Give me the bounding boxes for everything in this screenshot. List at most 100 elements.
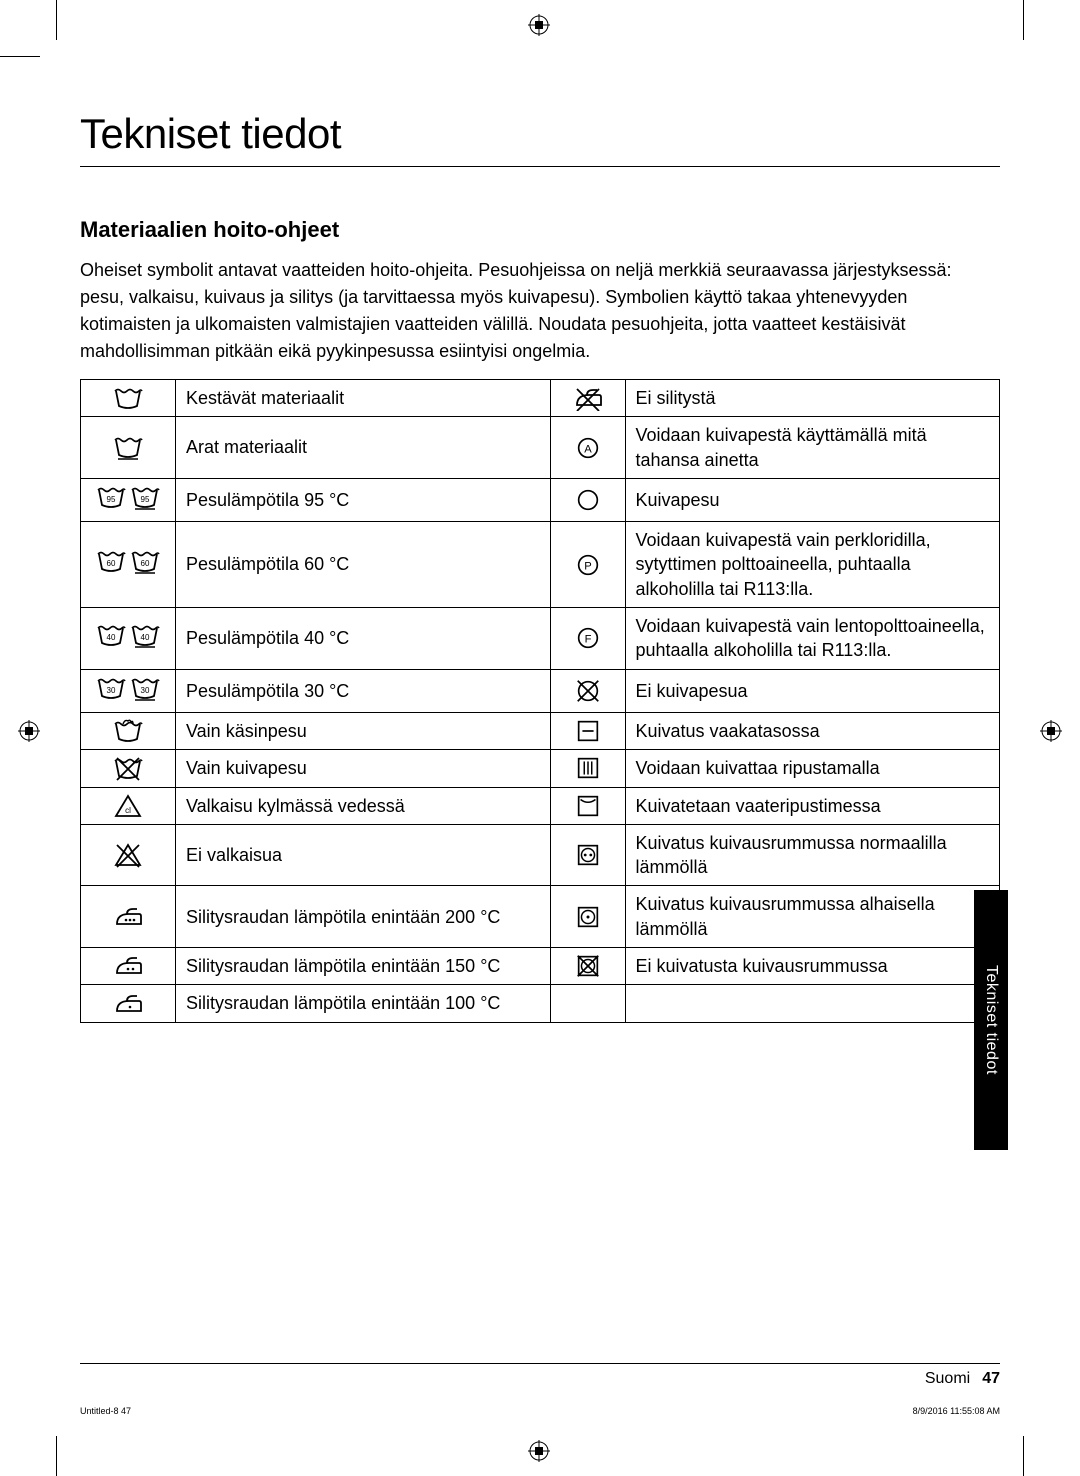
label-cell: Valkaisu kylmässä vedessä bbox=[176, 787, 551, 824]
table-row: Silitysraudan lämpötila enintään 150 °C … bbox=[81, 948, 1000, 985]
dryclean-p-icon: P bbox=[574, 551, 602, 579]
symbol-cell bbox=[550, 380, 625, 417]
wash-40-icon: 40 bbox=[96, 621, 126, 649]
table-row: 60 60 Pesulämpötila 60 °C P Voidaan kuiv… bbox=[81, 522, 1000, 608]
symbol-cell: P bbox=[550, 522, 625, 608]
wash-tub-delicate-icon bbox=[111, 433, 145, 463]
page-title: Tekniset tiedot bbox=[80, 110, 1000, 158]
label-cell: Kuivatetaan vaateripustimessa bbox=[625, 787, 1000, 824]
crop-guide bbox=[56, 1436, 57, 1476]
hand-wash-icon bbox=[111, 717, 145, 745]
svg-text:F: F bbox=[584, 634, 591, 646]
symbol-cell: 30 30 bbox=[81, 669, 176, 712]
label-cell: Pesulämpötila 95 °C bbox=[176, 478, 551, 521]
table-row: 40 40 Pesulämpötila 40 °C F Voidaan kuiv… bbox=[81, 608, 1000, 670]
symbol-cell bbox=[81, 824, 176, 886]
footer-page-number: 47 bbox=[982, 1370, 1000, 1388]
wash-60-delicate-icon: 60 bbox=[130, 547, 160, 577]
registration-mark-icon bbox=[528, 1440, 550, 1462]
no-iron-icon bbox=[571, 385, 605, 411]
svg-text:30: 30 bbox=[141, 686, 150, 695]
symbol-cell bbox=[81, 380, 176, 417]
svg-text:40: 40 bbox=[141, 633, 150, 642]
iron-medium-icon bbox=[108, 953, 148, 979]
label-cell: Vain käsinpesu bbox=[176, 712, 551, 749]
svg-text:A: A bbox=[584, 443, 592, 455]
label-cell bbox=[625, 985, 1000, 1022]
bleach-icon: cl bbox=[113, 792, 143, 820]
label-cell: Pesulämpötila 40 °C bbox=[176, 608, 551, 670]
label-cell: Voidaan kuivapestä vain lentopolttoainee… bbox=[625, 608, 1000, 670]
label-cell: Kuivatus vaakatasossa bbox=[625, 712, 1000, 749]
symbol-cell: 95 95 bbox=[81, 478, 176, 521]
table-row: 30 30 Pesulämpötila 30 °C Ei kuivapesua bbox=[81, 669, 1000, 712]
label-cell: Silitysraudan lämpötila enintään 100 °C bbox=[176, 985, 551, 1022]
wash-tub-icon bbox=[111, 384, 145, 412]
dryclean-a-icon: A bbox=[574, 434, 602, 462]
side-tab: Tekniset tiedot bbox=[974, 890, 1008, 1150]
crop-guide bbox=[1023, 1436, 1024, 1476]
footer-language: Suomi bbox=[925, 1370, 970, 1388]
label-cell: Kestävät materiaalit bbox=[176, 380, 551, 417]
intro-paragraph: Oheiset symbolit antavat vaatteiden hoit… bbox=[80, 257, 1000, 365]
symbol-cell bbox=[81, 985, 176, 1022]
tumble-dry-normal-icon bbox=[574, 841, 602, 869]
wash-40-delicate-icon: 40 bbox=[130, 621, 160, 651]
symbol-cell bbox=[81, 712, 176, 749]
symbol-cell: 40 40 bbox=[81, 608, 176, 670]
svg-text:60: 60 bbox=[141, 559, 150, 568]
svg-text:30: 30 bbox=[107, 686, 116, 695]
wash-30-icon: 30 bbox=[96, 674, 126, 702]
label-cell: Silitysraudan lämpötila enintään 200 °C bbox=[176, 886, 551, 948]
symbol-cell bbox=[550, 985, 625, 1022]
label-cell: Ei kuivapesua bbox=[625, 669, 1000, 712]
table-row: Vain kuivapesu Voidaan kuivattaa ripusta… bbox=[81, 750, 1000, 787]
wash-30-delicate-icon: 30 bbox=[130, 674, 160, 704]
crop-guide bbox=[56, 0, 57, 40]
hang-dry-icon bbox=[574, 792, 602, 820]
footer-rule bbox=[80, 1363, 1000, 1364]
registration-mark-icon bbox=[1040, 720, 1062, 742]
crop-guide bbox=[1023, 0, 1024, 40]
no-wash-icon bbox=[111, 754, 145, 782]
label-cell: Arat materiaalit bbox=[176, 417, 551, 479]
table-row: Silitysraudan lämpötila enintään 100 °C bbox=[81, 985, 1000, 1022]
wash-60-icon: 60 bbox=[96, 547, 126, 575]
symbol-cell: F bbox=[550, 608, 625, 670]
svg-text:60: 60 bbox=[107, 559, 116, 568]
iron-high-icon bbox=[108, 904, 148, 930]
svg-text:95: 95 bbox=[141, 495, 150, 504]
label-cell: Silitysraudan lämpötila enintään 150 °C bbox=[176, 948, 551, 985]
label-cell: Voidaan kuivapestä käyttämällä mitä taha… bbox=[625, 417, 1000, 479]
svg-text:cl: cl bbox=[125, 806, 131, 815]
dry-flat-icon bbox=[574, 717, 602, 745]
label-cell: Ei silitystä bbox=[625, 380, 1000, 417]
no-dryclean-icon bbox=[574, 677, 602, 705]
dryclean-f-icon: F bbox=[574, 624, 602, 652]
dryclean-icon bbox=[574, 486, 602, 514]
table-row: cl Valkaisu kylmässä vedessä Kuivatetaan… bbox=[81, 787, 1000, 824]
symbol-cell: cl bbox=[81, 787, 176, 824]
wash-95-delicate-icon: 95 bbox=[130, 483, 160, 513]
symbol-cell bbox=[550, 787, 625, 824]
symbol-cell bbox=[81, 750, 176, 787]
svg-text:40: 40 bbox=[107, 633, 116, 642]
symbol-cell bbox=[550, 824, 625, 886]
symbol-cell bbox=[550, 669, 625, 712]
label-cell: Ei valkaisua bbox=[176, 824, 551, 886]
svg-text:P: P bbox=[584, 560, 591, 572]
table-row: Kestävät materiaalit Ei silitystä bbox=[81, 380, 1000, 417]
symbol-cell bbox=[81, 417, 176, 479]
tumble-dry-low-icon bbox=[574, 903, 602, 931]
wash-95-icon: 95 bbox=[96, 483, 126, 511]
label-cell: Vain kuivapesu bbox=[176, 750, 551, 787]
registration-mark-icon bbox=[528, 14, 550, 36]
symbol-cell bbox=[81, 948, 176, 985]
label-cell: Pesulämpötila 60 °C bbox=[176, 522, 551, 608]
table-row: 95 95 Pesulämpötila 95 °C Kuivapesu bbox=[81, 478, 1000, 521]
svg-text:95: 95 bbox=[107, 495, 116, 504]
page: Tekniset tiedot Materiaalien hoito-ohjee… bbox=[0, 0, 1080, 1476]
iron-low-icon bbox=[108, 991, 148, 1017]
label-cell: Voidaan kuivattaa ripustamalla bbox=[625, 750, 1000, 787]
no-bleach-icon bbox=[113, 841, 143, 869]
